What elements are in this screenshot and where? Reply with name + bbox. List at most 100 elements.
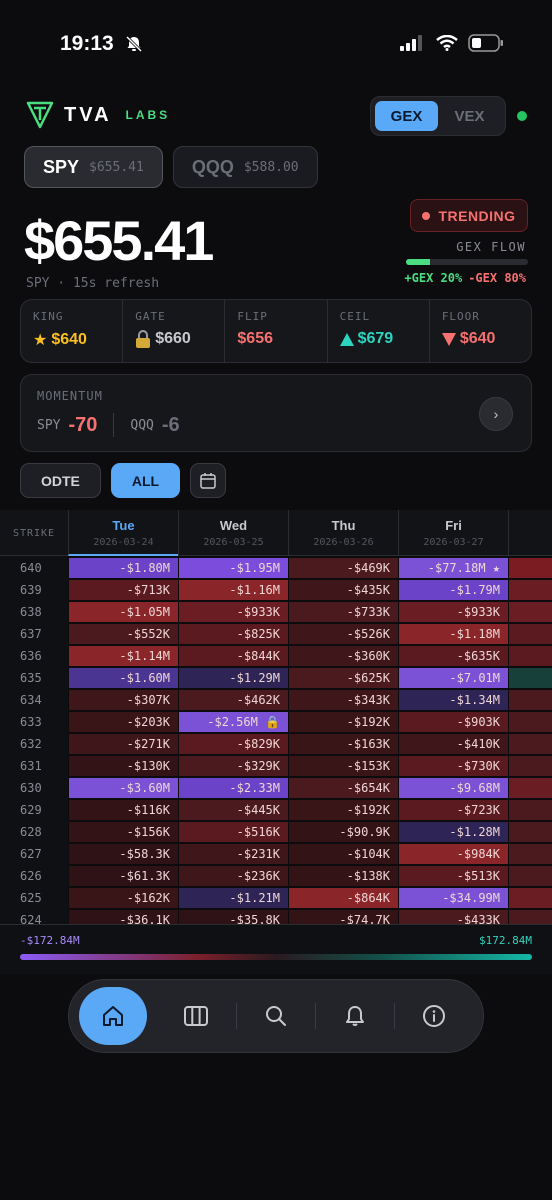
column-header-4[interactable]: 3 2026 [508, 510, 552, 556]
gex-cell[interactable]: -$1.28M [399, 822, 508, 842]
gex-cell[interactable]: -$1.79M [399, 580, 508, 600]
gex-cell[interactable]: -$2.56M 🔒 [179, 712, 288, 732]
gex-cell[interactable] [509, 844, 552, 864]
gex-cell[interactable]: -$153K [289, 756, 398, 776]
gex-cell[interactable]: -$469K [289, 558, 398, 578]
gex-cell[interactable]: -$526K [289, 624, 398, 644]
gex-cell[interactable]: -$1.14M [69, 646, 178, 666]
gex-cell[interactable]: -$74.7K [289, 910, 398, 924]
level-flip[interactable]: FLIP $656 [225, 300, 328, 362]
gex-cell[interactable] [509, 646, 552, 666]
gex-cell[interactable]: -$35.8K [179, 910, 288, 924]
level-floor[interactable]: FLOOR $640 [430, 300, 531, 362]
level-ceil[interactable]: CEIL $679 [328, 300, 430, 362]
gex-cell[interactable] [509, 712, 552, 732]
gex-cell[interactable]: -$77.18M ★ [399, 558, 508, 578]
gex-cell[interactable] [509, 910, 552, 924]
gex-cell[interactable]: -$829K [179, 734, 288, 754]
gex-cell[interactable]: -$462K [179, 690, 288, 710]
gex-cell[interactable]: -$654K [289, 778, 398, 798]
gex-cell[interactable]: -$61.3K [69, 866, 178, 886]
gex-cell[interactable]: -$516K [179, 822, 288, 842]
gex-cell[interactable]: -$730K [399, 756, 508, 776]
gex-cell[interactable] [509, 756, 552, 776]
gex-cell[interactable] [509, 690, 552, 710]
gex-cell[interactable] [509, 734, 552, 754]
gex-cell[interactable]: -$713K [69, 580, 178, 600]
ticker-qqq-button[interactable]: QQQ $588.00 [172, 146, 318, 188]
gex-cell[interactable]: -$104K [289, 844, 398, 864]
gex-cell[interactable]: -$1.95M [179, 558, 288, 578]
gex-cell[interactable]: -$1.29M [179, 668, 288, 688]
gex-cell[interactable] [509, 800, 552, 820]
gex-cell[interactable]: -$1.16M [179, 580, 288, 600]
gex-cell[interactable]: -$329K [179, 756, 288, 776]
chevron-right-icon[interactable]: › [479, 397, 513, 431]
gex-cell[interactable]: -$58.3K [69, 844, 178, 864]
gex-cell[interactable]: -$903K [399, 712, 508, 732]
gex-cell[interactable]: -$343K [289, 690, 398, 710]
gex-toggle-button[interactable]: GEX [375, 101, 438, 131]
gex-cell[interactable]: -$3.60M [69, 778, 178, 798]
ticker-spy-button[interactable]: SPY $655.41 [24, 146, 163, 188]
gex-cell[interactable]: -$864K [289, 888, 398, 908]
gex-cell[interactable]: -$933K [399, 602, 508, 622]
gex-cell[interactable]: -$236K [179, 866, 288, 886]
gex-cell[interactable]: -$1.21M [179, 888, 288, 908]
gex-cell[interactable] [509, 822, 552, 842]
column-header-1[interactable]: Wed 2026-03-25 [178, 510, 288, 556]
nav-search[interactable] [237, 987, 315, 1045]
gex-cell[interactable]: -$360K [289, 646, 398, 666]
gex-cell[interactable]: -$1.60M [69, 668, 178, 688]
calendar-button[interactable] [190, 463, 227, 498]
gex-cell[interactable]: -$635K [399, 646, 508, 666]
nav-info[interactable] [395, 987, 473, 1045]
level-gate[interactable]: GATE $660 [123, 300, 226, 362]
gex-cell[interactable]: -$723K [399, 800, 508, 820]
gex-cell[interactable]: -$825K [179, 624, 288, 644]
gex-cell[interactable]: -$984K [399, 844, 508, 864]
gex-cell[interactable] [509, 602, 552, 622]
gex-cell[interactable]: -$192K [289, 712, 398, 732]
vex-toggle-button[interactable]: VEX [454, 107, 485, 125]
gex-cell[interactable]: -$410K [399, 734, 508, 754]
nav-home[interactable] [79, 987, 148, 1045]
gex-cell[interactable]: -$116K [69, 800, 178, 820]
gex-cell[interactable]: -$1.80M [69, 558, 178, 578]
gex-cell[interactable]: -$1.05M [69, 602, 178, 622]
gex-cell[interactable]: -$156K [69, 822, 178, 842]
gex-cell[interactable]: -$1.18M [399, 624, 508, 644]
nav-columns[interactable] [157, 987, 235, 1045]
gex-cell[interactable] [509, 558, 552, 578]
gex-cell[interactable]: -$130K [69, 756, 178, 776]
gex-cell[interactable]: -$733K [289, 602, 398, 622]
gex-cell[interactable] [509, 888, 552, 908]
filter-odte-button[interactable]: ODTE [20, 463, 101, 498]
gex-cell[interactable]: -$231K [179, 844, 288, 864]
gex-cell[interactable]: -$162K [69, 888, 178, 908]
gex-cell[interactable] [509, 668, 552, 688]
column-header-0[interactable]: Tue 2026-03-24 [68, 510, 178, 556]
gex-cell[interactable] [509, 624, 552, 644]
filter-all-button[interactable]: ALL [110, 463, 181, 498]
gex-cell[interactable]: -$271K [69, 734, 178, 754]
gex-cell[interactable]: -$435K [289, 580, 398, 600]
gex-cell[interactable] [509, 778, 552, 798]
column-header-2[interactable]: Thu 2026-03-26 [288, 510, 398, 556]
gex-cell[interactable]: -$844K [179, 646, 288, 666]
gex-cell[interactable]: -$933K [179, 602, 288, 622]
gex-cell[interactable]: -$163K [289, 734, 398, 754]
gex-cell[interactable]: -$433K [399, 910, 508, 924]
column-header-3[interactable]: Fri 2026-03-27 [398, 510, 508, 556]
nav-alerts[interactable] [316, 987, 394, 1045]
gex-cell[interactable]: -$625K [289, 668, 398, 688]
gex-cell[interactable]: -$307K [69, 690, 178, 710]
gex-cell[interactable] [509, 580, 552, 600]
gex-cell[interactable]: -$7.01M [399, 668, 508, 688]
gex-cell[interactable]: -$552K [69, 624, 178, 644]
gex-cell[interactable]: -$192K [289, 800, 398, 820]
gex-cell[interactable]: -$513K [399, 866, 508, 886]
gex-cell[interactable]: -$2.33M [179, 778, 288, 798]
gex-cell[interactable]: -$36.1K [69, 910, 178, 924]
gex-cell[interactable]: -$203K [69, 712, 178, 732]
